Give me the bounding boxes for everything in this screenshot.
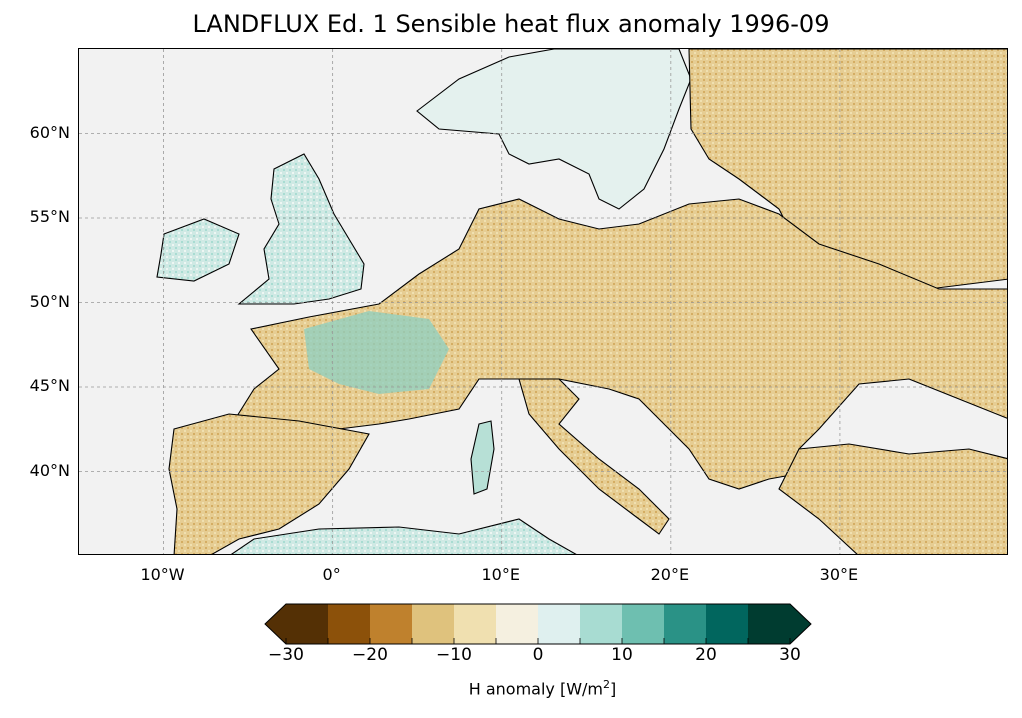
latitude-tick-label: 50°N (29, 291, 70, 311)
colorbar-tick-label: −20 (352, 645, 388, 665)
land-ireland (156, 218, 240, 282)
colorbar-tick-label: 0 (532, 645, 544, 665)
colorbar-tick-label: 10 (611, 645, 633, 665)
longitude-tick-label: 30°E (819, 565, 859, 584)
land-scandinavia (416, 49, 692, 210)
map-panel (78, 48, 1008, 555)
colorbar-tick-label: −10 (436, 645, 472, 665)
land-iberia (168, 413, 370, 554)
colorbar (264, 603, 812, 645)
colorbar-segment (622, 604, 665, 644)
colorbar-label: H anomaly [W/m2] (468, 678, 617, 699)
gridlines (79, 49, 1007, 554)
colorbar-tick-label: −30 (268, 645, 304, 665)
longitude-tick-label: 20°E (650, 565, 690, 584)
land-north-africa (230, 518, 577, 554)
colorbar-segment (580, 604, 623, 644)
map-title: LANDFLUX Ed. 1 Sensible heat flux anomal… (192, 10, 830, 38)
colorbar-segment (454, 604, 497, 644)
colorbar-segment (412, 604, 455, 644)
colorbar-segment (664, 604, 707, 644)
colorbar-tick-label: 30 (779, 645, 801, 665)
land-italy (518, 378, 670, 535)
land-turkey (778, 443, 1007, 554)
latitude-tick-label: 45°N (29, 376, 70, 395)
map-canvas (79, 49, 1007, 554)
land-anomaly-layer (156, 49, 1007, 554)
colorbar-segment (328, 604, 371, 644)
latitude-tick-label: 55°N (29, 207, 70, 226)
colorbar-tick-label: 20 (695, 645, 717, 665)
land-great-britain (237, 153, 365, 305)
colorbar-segment (286, 604, 329, 644)
land-corsica-sardinia (470, 420, 495, 495)
land-france-anomaly (304, 311, 449, 394)
latitude-tick-label: 40°N (29, 460, 70, 480)
colorbar-extend-low (265, 604, 286, 644)
colorbar-segment (706, 604, 749, 644)
longitude-tick-label: 0° (322, 565, 341, 584)
colorbar-segment (370, 604, 413, 644)
latitude-tick-label: 60°N (29, 122, 70, 142)
colorbar-extend-high (790, 604, 811, 644)
colorbar-segment (496, 604, 539, 644)
longitude-tick-label: 10°E (481, 565, 520, 584)
colorbar-segment (748, 604, 791, 644)
longitude-tick-label: 10°W (140, 565, 185, 584)
colorbar-segment (538, 604, 581, 644)
